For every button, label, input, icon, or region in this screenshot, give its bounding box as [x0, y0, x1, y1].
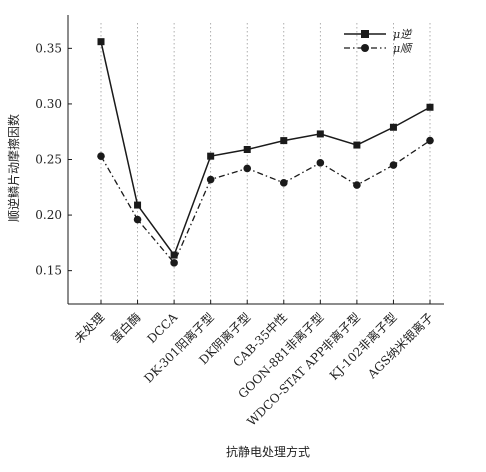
x-tick-label: KJ-102非离子型	[326, 310, 399, 383]
series-line	[100, 41, 431, 257]
data-point-square	[353, 141, 361, 149]
axes	[67, 15, 444, 305]
legend-marker-square	[361, 30, 369, 38]
y-tick-label: 0.35	[35, 41, 62, 55]
series-line	[100, 140, 431, 265]
x-axis-title: 抗静电处理方式	[226, 444, 310, 459]
y-tick-label: 0.30	[35, 97, 62, 111]
x-tick-label: 未处理	[72, 310, 107, 345]
data-point-circle	[316, 159, 325, 167]
data-point-square	[97, 38, 105, 46]
y-tick-label: 0.25	[35, 153, 62, 167]
series-forward	[97, 136, 434, 267]
data-point-circle	[353, 181, 361, 189]
grid-lines	[100, 23, 431, 304]
y-tick-label: 0.15	[35, 264, 62, 278]
data-point-circle	[389, 161, 398, 169]
data-point-square	[316, 130, 324, 138]
data-point-circle	[206, 175, 215, 184]
data-point-circle	[133, 215, 142, 224]
legend-marker-circle	[361, 44, 369, 52]
data-point-square	[389, 123, 397, 131]
legend-item-reverse: μ逆	[344, 28, 413, 41]
data-point-square	[243, 145, 251, 153]
legend-label-forward: μ顺	[393, 42, 413, 55]
data-point-circle	[170, 259, 178, 267]
data-point-circle	[279, 179, 288, 187]
x-tick-label: AGS纳米银离子	[364, 310, 436, 382]
data-point-square	[280, 137, 288, 145]
data-point-circle	[426, 136, 434, 145]
x-tick-label: DCCA	[144, 310, 180, 346]
x-ticks: 未处理 蛋白酶 DCCADK-301阳离子型DK阴离子型CAB-35中性GOON-8…	[72, 300, 436, 429]
legend: μ逆 μ顺	[344, 28, 413, 55]
data-point-circle	[243, 164, 252, 173]
series-reverse	[97, 38, 434, 259]
data-point-square	[134, 201, 142, 209]
x-tick-label: 蛋白酶	[108, 310, 144, 346]
legend-label-reverse: μ逆	[393, 28, 413, 41]
y-tick-label: 0.20	[35, 208, 62, 222]
data-point-square	[170, 251, 178, 259]
y-ticks: 0.15 0.20 0.25 0.30 0.35	[35, 41, 72, 278]
legend-item-forward: μ顺	[344, 42, 413, 55]
data-point-square	[426, 103, 434, 111]
y-axis-title: 顺逆鳞片动摩擦因数	[6, 114, 21, 222]
series-layer	[97, 38, 434, 267]
data-point-square	[207, 152, 215, 160]
data-point-circle	[97, 152, 105, 160]
